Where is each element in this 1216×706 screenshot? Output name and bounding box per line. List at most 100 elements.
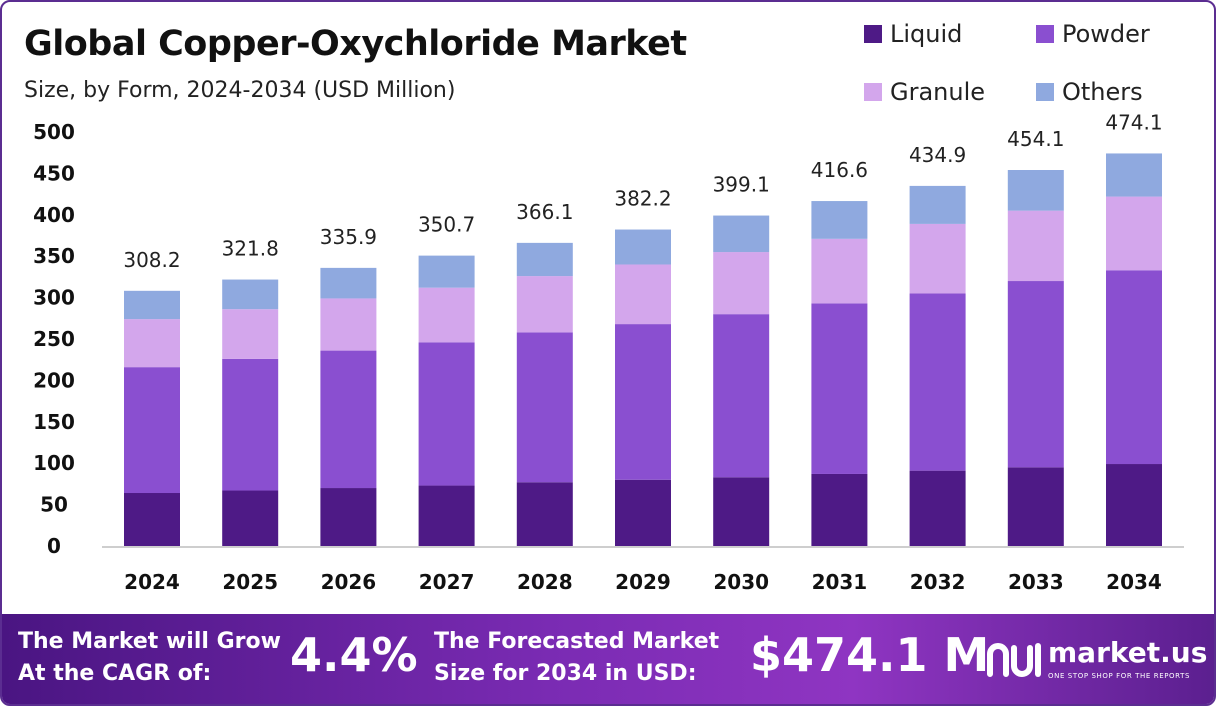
y-tick-label: 250 (33, 327, 75, 351)
bar-segment-granule (615, 264, 671, 325)
y-tick-label: 50 (40, 493, 68, 517)
stacked-bar-chart: 500450400350300250200150100500308.220243… (33, 112, 1184, 594)
forecast-label-line1: The Forecasted Market (434, 629, 720, 654)
bar-segment-liquid (418, 485, 475, 546)
y-tick-label: 300 (33, 286, 75, 310)
bar-segment-granule (124, 319, 180, 368)
bar-segment-powder (124, 367, 180, 494)
x-tick-label: 2026 (321, 570, 377, 594)
bar-segment-granule (1007, 210, 1064, 282)
x-tick-label: 2031 (812, 570, 868, 594)
bar-segment-granule (516, 276, 573, 333)
bar-segment-powder (418, 342, 475, 486)
legend-swatch-others (1036, 83, 1054, 101)
legend-item-powder: Powder (1036, 20, 1150, 48)
bar-segment-others (1106, 153, 1162, 197)
bar-segment-liquid (320, 488, 377, 546)
bar-segment-liquid (909, 470, 966, 546)
bar-segment-liquid (124, 493, 180, 546)
bar-total-label: 474.1 (1105, 112, 1162, 134)
bar-segment-others (615, 229, 671, 265)
bar-segment-granule (713, 252, 770, 315)
y-tick-label: 400 (33, 203, 75, 227)
legend-item-others: Others (1036, 78, 1143, 106)
bar-segment-powder (222, 358, 279, 491)
bar-total-label: 321.8 (222, 237, 279, 261)
legend-label-liquid: Liquid (890, 20, 963, 48)
x-tick-label: 2034 (1106, 570, 1162, 594)
bar-segment-granule (1106, 196, 1162, 271)
x-tick-label: 2024 (124, 570, 180, 594)
bar-segment-others (418, 255, 475, 288)
forecast-label-line2: Size for 2034 in USD: (434, 661, 697, 686)
bar-segment-liquid (615, 479, 671, 546)
bar-segment-others (909, 185, 966, 224)
bar-segment-granule (811, 238, 868, 304)
bar-segment-others (811, 201, 868, 239)
forecast-label: The Forecasted Market Size for 2034 in U… (434, 626, 719, 690)
legend-swatch-liquid (864, 25, 882, 43)
footer-banner: The Market will Grow At the CAGR of: 4.4… (2, 614, 1214, 704)
y-tick-label: 0 (47, 534, 61, 558)
bar-segment-granule (222, 309, 279, 359)
y-tick-label: 150 (33, 410, 75, 434)
bar-segment-others (222, 279, 279, 310)
brand-tagline: ONE STOP SHOP FOR THE REPORTS (1048, 672, 1191, 680)
brand-logo-icon (987, 643, 1041, 677)
chart-subtitle: Size, by Form, 2024-2034 (USD Million) (24, 78, 456, 103)
bar-segment-liquid (1106, 464, 1162, 546)
bar-segment-powder (811, 303, 868, 474)
x-tick-label: 2032 (910, 570, 966, 594)
bar-segment-liquid (713, 477, 770, 546)
bar-segment-others (713, 215, 770, 253)
y-tick-label: 100 (33, 451, 75, 475)
cagr-label-line1: The Market will Grow (18, 629, 281, 654)
bar-segment-liquid (1007, 467, 1064, 546)
x-tick-label: 2025 (222, 570, 278, 594)
bar-segment-powder (615, 324, 671, 480)
bar-total-label: 399.1 (713, 173, 770, 197)
brand-logo: market.us ONE STOP SHOP FOR THE REPORTS (986, 636, 1214, 686)
legend-label-powder: Powder (1062, 20, 1150, 48)
forecast-value: $474.1 M (750, 628, 990, 682)
brand-name: market.us (1048, 636, 1208, 669)
y-tick-label: 500 (33, 120, 75, 144)
bar-segment-liquid (516, 482, 573, 546)
bar-segment-powder (1007, 281, 1064, 468)
y-tick-label: 350 (33, 244, 75, 268)
bar-segment-granule (909, 223, 966, 294)
bar-segment-granule (418, 287, 475, 343)
bar-total-label: 366.1 (516, 200, 573, 224)
bar-total-label: 434.9 (909, 143, 966, 167)
bar-segment-powder (320, 350, 377, 489)
bar-segment-powder (713, 314, 770, 478)
x-tick-label: 2030 (713, 570, 769, 594)
x-tick-label: 2028 (517, 570, 573, 594)
cagr-label-line2: At the CAGR of: (18, 661, 212, 686)
bar-segment-others (1007, 170, 1064, 211)
bar-total-label: 454.1 (1007, 127, 1064, 151)
legend: Liquid Powder Granule Others (864, 20, 1204, 120)
y-tick-label: 450 (33, 161, 75, 185)
legend-item-granule: Granule (864, 78, 985, 106)
bar-total-label: 350.7 (418, 213, 475, 237)
legend-label-others: Others (1062, 78, 1143, 106)
bar-segment-powder (516, 332, 573, 483)
chart-title: Global Copper-Oxychloride Market (24, 24, 687, 64)
legend-label-granule: Granule (890, 78, 986, 106)
x-tick-label: 2027 (419, 570, 475, 594)
bar-segment-liquid (811, 473, 868, 546)
bar-segment-others (124, 290, 180, 320)
bar-total-label: 308.2 (123, 248, 180, 272)
bar-total-label: 382.2 (614, 187, 671, 211)
cagr-label: The Market will Grow At the CAGR of: (18, 626, 281, 690)
bar-segment-powder (909, 293, 966, 471)
bar-segment-others (320, 267, 377, 299)
legend-item-liquid: Liquid (864, 20, 962, 48)
x-tick-label: 2033 (1008, 570, 1064, 594)
legend-swatch-granule (864, 83, 882, 101)
bar-segment-liquid (222, 490, 279, 546)
x-tick-label: 2029 (615, 570, 671, 594)
bar-total-label: 335.9 (320, 225, 377, 249)
